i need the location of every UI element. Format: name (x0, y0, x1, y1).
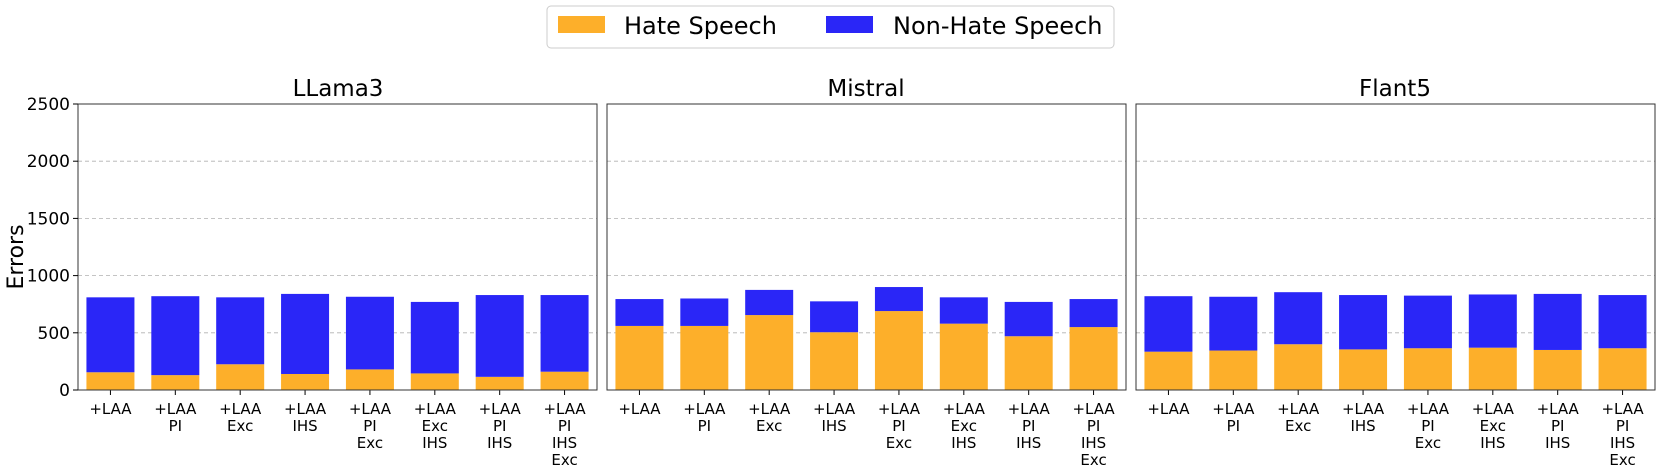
bar-non-hate-speech (1339, 295, 1388, 350)
bar-non-hate-speech (810, 301, 859, 333)
bar-non-hate-speech (281, 293, 330, 374)
panel-flant5: +LAA +LAA PI +LAA Exc +LAA IHS +LAA PI Exc +LAA Exc… (1135, 103, 1656, 469)
bar-hate-speech (810, 332, 859, 390)
bar-non-hate-speech (1533, 293, 1582, 350)
bar-non-hate-speech (939, 297, 988, 324)
bar-non-hate-speech (475, 295, 524, 377)
bar-hate-speech (1274, 344, 1323, 390)
bar-hate-speech (216, 364, 265, 390)
x-tick-label: +LAA Exc IHS (1472, 400, 1515, 452)
bar-hate-speech (151, 375, 200, 390)
x-tick-label: +LAA PI IHS (1537, 400, 1580, 452)
legend-swatch-hate-speech (558, 16, 605, 33)
x-tick-label: +LAA IHS (1342, 400, 1385, 435)
panel-frame (77, 103, 598, 391)
bar-non-hate-speech (1144, 296, 1193, 352)
bar-hate-speech (1004, 336, 1053, 390)
bar-non-hate-speech (216, 297, 265, 365)
y-tick-label: 2500 (27, 95, 70, 115)
bar-hate-speech (540, 371, 589, 390)
x-tick-label: +LAA PI IHS Exc (543, 400, 586, 467)
bar-hate-speech (1144, 351, 1193, 390)
bar-non-hate-speech (1209, 296, 1258, 351)
bar-non-hate-speech (615, 299, 664, 326)
y-axis-label: Errors (4, 224, 29, 289)
x-tick-label: +LAA IHS (813, 400, 856, 435)
bar-non-hate-speech (1069, 299, 1118, 328)
y-tick-label: 0 (59, 381, 70, 401)
bar-non-hate-speech (1403, 295, 1452, 349)
bar-non-hate-speech (1274, 292, 1323, 345)
x-tick-label: +LAA IHS (284, 400, 327, 435)
legend: Hate Speech Non-Hate Speech (546, 5, 1115, 49)
panel-title-flant5: Flant5 (1359, 76, 1431, 102)
panel-title-mistral: Mistral (827, 76, 904, 102)
x-tick-label: +LAA PI IHS Exc (1072, 400, 1115, 467)
panel-llama3: +LAA +LAA PI +LAA Exc +LAA IHS +LAA PI Exc +LAA Exc… (27, 95, 598, 469)
bar-hate-speech (680, 325, 729, 390)
bar-non-hate-speech (151, 296, 200, 376)
bar-hate-speech (86, 372, 135, 390)
x-tick-label: +LAA (89, 400, 132, 418)
x-tick-label: +LAA PI IHS Exc (1601, 400, 1644, 467)
x-tick-label: +LAA PI (1212, 400, 1255, 435)
y-tick-label: 1500 (27, 209, 70, 229)
bar-non-hate-speech (745, 289, 794, 316)
bar-non-hate-speech (1468, 294, 1517, 348)
bar-hate-speech (345, 369, 394, 390)
x-tick-label: +LAA PI Exc (1407, 400, 1450, 452)
bar-hate-speech (1403, 348, 1452, 390)
x-tick-label: +LAA Exc (748, 400, 791, 435)
x-tick-label: +LAA Exc IHS (414, 400, 457, 452)
bar-non-hate-speech (540, 295, 589, 372)
x-tick-label: +LAA PI (154, 400, 197, 435)
bar-hate-speech (939, 323, 988, 390)
bar-hate-speech (1598, 348, 1647, 390)
panel-title-llama3: LLama3 (293, 76, 384, 102)
bar-hate-speech (281, 373, 330, 390)
y-tick-label: 1000 (27, 267, 70, 287)
x-tick-label: +LAA PI IHS (479, 400, 522, 452)
legend-swatch-non-hate-speech (826, 16, 873, 33)
x-tick-label: +LAA (1147, 400, 1190, 418)
bar-hate-speech (475, 376, 524, 390)
bar-non-hate-speech (1004, 301, 1053, 337)
x-tick-label: +LAA PI Exc (349, 400, 392, 452)
panel-frame (606, 103, 1127, 391)
bar-non-hate-speech (86, 297, 135, 373)
bar-hate-speech (1209, 350, 1258, 390)
bar-non-hate-speech (345, 296, 394, 370)
legend-label-non-hate-speech: Non-Hate Speech (893, 12, 1102, 40)
bar-hate-speech (1533, 349, 1582, 390)
bar-hate-speech (615, 325, 664, 390)
panel-mistral: +LAA +LAA PI +LAA Exc +LAA IHS +LAA PI Exc +LAA Exc… (606, 103, 1127, 469)
x-tick-label: +LAA (618, 400, 661, 418)
bar-hate-speech (1468, 347, 1517, 390)
bar-non-hate-speech (874, 287, 923, 312)
y-tick-label: 500 (38, 324, 70, 344)
y-tick-label: 2000 (27, 152, 70, 172)
bar-hate-speech (410, 373, 459, 390)
x-tick-label: +LAA PI IHS (1008, 400, 1051, 452)
bar-non-hate-speech (1598, 295, 1647, 349)
x-tick-label: +LAA Exc IHS (943, 400, 986, 452)
bar-non-hate-speech (680, 298, 729, 326)
x-tick-label: +LAA Exc (1277, 400, 1320, 435)
bar-hate-speech (1069, 327, 1118, 390)
bar-hate-speech (1339, 349, 1388, 390)
bar-non-hate-speech (410, 301, 459, 374)
x-tick-label: +LAA Exc (219, 400, 262, 435)
bar-hate-speech (874, 311, 923, 390)
x-tick-label: +LAA PI (683, 400, 726, 435)
panel-frame (1135, 103, 1656, 391)
legend-label-hate-speech: Hate Speech (624, 12, 777, 40)
bar-hate-speech (745, 315, 794, 390)
x-tick-label: +LAA PI Exc (878, 400, 921, 452)
